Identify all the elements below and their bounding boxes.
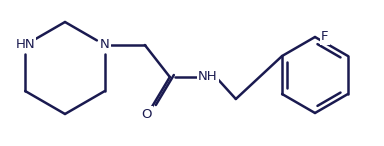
Text: NH: NH <box>198 71 218 84</box>
Text: N: N <box>100 39 110 52</box>
Text: HN: HN <box>15 39 35 52</box>
Text: O: O <box>142 107 152 120</box>
Text: F: F <box>321 31 328 44</box>
